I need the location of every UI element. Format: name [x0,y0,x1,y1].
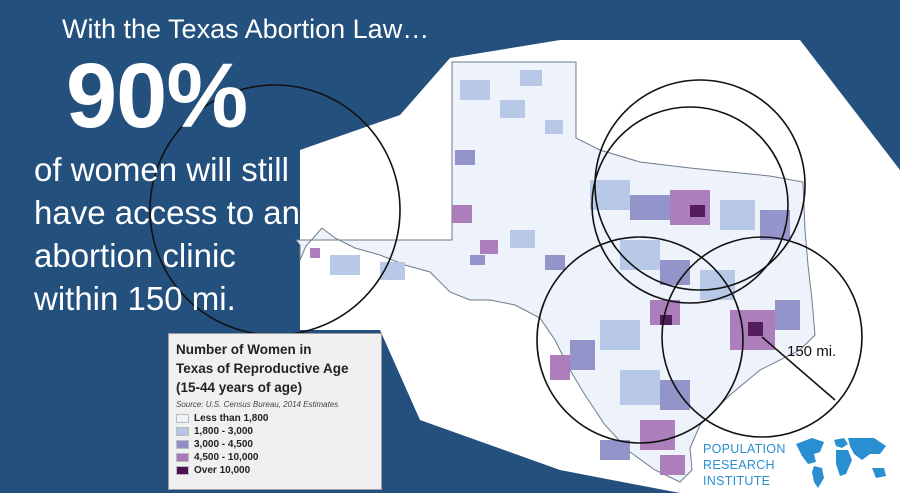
stat-line: have access to an [34,194,300,231]
legend-title-line: Texas of Reproductive Age [176,361,349,376]
legend-entry: 1,800 - 3,000 [176,425,375,438]
legend-title-line: Number of Women in [176,342,312,357]
legend-label: 3,000 - 4,500 [194,439,253,450]
legend-entry: Over 10,000 [176,464,375,477]
radius-label: 150 mi. [787,343,837,360]
legend-swatch [176,466,189,475]
legend-entry: 3,000 - 4,500 [176,438,375,451]
stat-description: of women will still have access to an ab… [34,148,300,320]
stat-value: 90% [66,45,248,147]
legend-label: 1,800 - 3,000 [194,426,253,437]
map-legend: Number of Women in Texas of Reproductive… [168,333,382,490]
legend-swatch [176,427,189,436]
legend-label: Less than 1,800 [194,413,269,424]
logo-text: POPULATION RESEARCH INSTITUTE [703,441,786,489]
stat-line: within 150 mi. [34,280,236,317]
world-map-icon [796,438,886,488]
legend-label: 4,500 - 10,000 [194,452,259,463]
legend-swatch [176,440,189,449]
legend-entry: 4,500 - 10,000 [176,451,375,464]
legend-swatch [176,453,189,462]
legend-entry: Less than 1,800 [176,412,375,425]
headline: With the Texas Abortion Law… [62,14,430,44]
logo-line: INSTITUTE [703,474,771,488]
legend-title-line: (15-44 years of age) [176,380,303,395]
legend-source: Source: U.S. Census Bureau, 2014 Estimat… [176,400,339,409]
stat-line: of women will still [34,151,289,188]
logo-line: POPULATION [703,442,786,456]
logo-line: RESEARCH [703,458,775,472]
legend-label: Over 10,000 [194,465,251,476]
legend-title: Number of Women in Texas of Reproductive… [176,340,375,397]
stat-line: abortion clinic [34,237,236,274]
county-shading [310,70,800,475]
legend-swatch [176,414,189,423]
